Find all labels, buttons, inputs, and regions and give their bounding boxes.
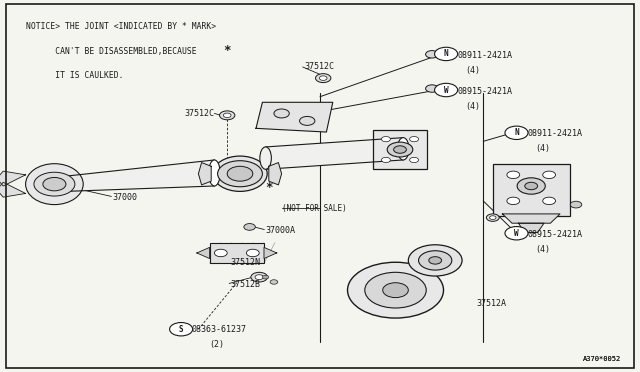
- Circle shape: [505, 126, 528, 140]
- Circle shape: [220, 111, 235, 120]
- Ellipse shape: [212, 156, 268, 191]
- Polygon shape: [502, 214, 560, 223]
- Polygon shape: [518, 223, 544, 232]
- Circle shape: [381, 137, 390, 142]
- Circle shape: [227, 166, 253, 181]
- Circle shape: [435, 47, 458, 61]
- Ellipse shape: [55, 177, 67, 192]
- Circle shape: [274, 109, 289, 118]
- Circle shape: [525, 182, 538, 190]
- Ellipse shape: [26, 164, 83, 205]
- Circle shape: [426, 51, 438, 58]
- Circle shape: [43, 177, 66, 191]
- Circle shape: [246, 249, 259, 257]
- FancyBboxPatch shape: [373, 130, 427, 169]
- Text: A370*0052: A370*0052: [582, 356, 621, 362]
- FancyBboxPatch shape: [210, 243, 264, 263]
- FancyBboxPatch shape: [493, 164, 570, 216]
- Ellipse shape: [260, 147, 271, 169]
- Text: 37000: 37000: [112, 193, 137, 202]
- Circle shape: [365, 272, 426, 308]
- Polygon shape: [0, 182, 26, 197]
- Text: A370*0052: A370*0052: [582, 356, 621, 362]
- Circle shape: [223, 113, 231, 118]
- Text: 08911-2421A: 08911-2421A: [458, 51, 513, 60]
- Text: 08911-2421A: 08911-2421A: [528, 129, 583, 138]
- Circle shape: [543, 197, 556, 205]
- Polygon shape: [269, 163, 282, 185]
- Circle shape: [517, 178, 545, 194]
- Text: 37512B: 37512B: [230, 280, 260, 289]
- Circle shape: [218, 161, 262, 187]
- Circle shape: [34, 172, 75, 196]
- Circle shape: [270, 280, 278, 284]
- Polygon shape: [264, 247, 277, 259]
- Circle shape: [319, 76, 327, 80]
- Circle shape: [316, 74, 331, 83]
- Circle shape: [387, 142, 413, 157]
- Text: 37512C: 37512C: [304, 62, 334, 71]
- Circle shape: [383, 283, 408, 298]
- Circle shape: [507, 171, 520, 179]
- Ellipse shape: [209, 160, 220, 186]
- Text: W: W: [444, 86, 449, 94]
- Text: N: N: [444, 49, 449, 58]
- Circle shape: [570, 201, 582, 208]
- Text: 37512C: 37512C: [184, 109, 214, 118]
- Text: NOTICE> THE JOINT <INDICATED BY * MARK>: NOTICE> THE JOINT <INDICATED BY * MARK>: [26, 22, 216, 31]
- Circle shape: [543, 171, 556, 179]
- Circle shape: [429, 257, 442, 264]
- Circle shape: [255, 275, 264, 280]
- Circle shape: [408, 245, 462, 276]
- Polygon shape: [256, 102, 333, 132]
- Polygon shape: [197, 247, 210, 259]
- Circle shape: [262, 275, 269, 279]
- Text: (2): (2): [209, 340, 224, 349]
- Text: IT IS CAULKED.: IT IS CAULKED.: [26, 71, 123, 80]
- Circle shape: [300, 116, 315, 125]
- Text: (4): (4): [536, 245, 550, 254]
- Circle shape: [410, 157, 419, 163]
- Circle shape: [251, 272, 268, 282]
- Text: *: *: [223, 44, 231, 57]
- Text: 08363-61237: 08363-61237: [192, 325, 247, 334]
- Circle shape: [426, 85, 438, 92]
- Polygon shape: [198, 163, 211, 185]
- Circle shape: [419, 251, 452, 270]
- Circle shape: [486, 214, 499, 221]
- Circle shape: [490, 216, 496, 219]
- Circle shape: [348, 262, 444, 318]
- Circle shape: [214, 249, 227, 257]
- Circle shape: [505, 227, 528, 240]
- Text: N: N: [514, 128, 519, 137]
- Text: (4): (4): [465, 102, 480, 110]
- Circle shape: [410, 137, 419, 142]
- Circle shape: [435, 83, 458, 97]
- Text: W: W: [514, 229, 519, 238]
- Circle shape: [170, 323, 193, 336]
- Text: 08915-2421A: 08915-2421A: [528, 230, 583, 239]
- Text: 08915-2421A: 08915-2421A: [458, 87, 513, 96]
- Polygon shape: [266, 138, 403, 169]
- Text: 37000A: 37000A: [266, 226, 296, 235]
- Text: (NOT FOR SALE): (NOT FOR SALE): [282, 204, 346, 213]
- Circle shape: [394, 146, 406, 153]
- Text: CAN'T BE DISASSEMBLED,BECAUSE: CAN'T BE DISASSEMBLED,BECAUSE: [26, 46, 196, 55]
- Text: *: *: [265, 182, 273, 194]
- Circle shape: [244, 224, 255, 230]
- Polygon shape: [61, 160, 214, 192]
- Ellipse shape: [397, 138, 409, 160]
- Text: (4): (4): [536, 144, 550, 153]
- Text: 37512A: 37512A: [477, 299, 507, 308]
- Text: (4): (4): [465, 66, 480, 75]
- Text: S: S: [179, 325, 184, 334]
- Circle shape: [381, 157, 390, 163]
- Polygon shape: [0, 171, 26, 186]
- Text: 37512N: 37512N: [230, 258, 260, 267]
- Circle shape: [507, 197, 520, 205]
